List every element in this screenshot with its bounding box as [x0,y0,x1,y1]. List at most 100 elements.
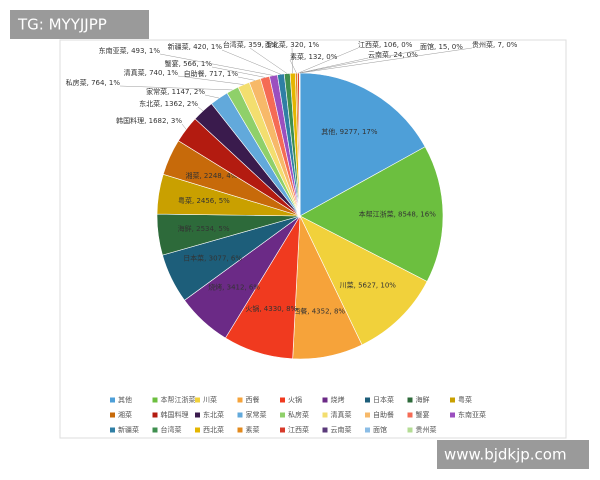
data-label: 粤菜, 2456, 5% [178,196,230,205]
legend-swatch [152,397,158,403]
legend-label: 湘菜 [118,410,132,419]
data-label: 新疆菜, 420, 1% [168,42,223,51]
legend-swatch [365,397,370,403]
leader-line [298,47,359,74]
legend-label: 台湾菜 [161,425,182,434]
pie-slice [299,146,444,282]
legend-swatch [195,397,200,403]
data-label: 家常菜, 1147, 2% [146,87,205,96]
legend-label: 自助餐 [373,410,394,419]
leader-line [177,75,244,85]
legend-label: 西北菜 [203,425,224,434]
legend-label: 韩国料理 [161,410,189,419]
data-label: 蟹宴, 566, 1% [165,59,213,68]
leader-line [181,123,187,130]
legend-swatch [322,412,328,418]
data-label: 面馆, 15, 0% [420,42,463,51]
legend-label: 西餐 [246,395,260,404]
leader-line [159,53,274,76]
leader-line [249,47,288,74]
legend-swatch [280,427,285,433]
data-label: 清真菜, 740, 1% [124,68,179,77]
legend-swatch [365,412,370,418]
legend-swatch [152,412,158,418]
data-label: 湘菜, 2248, 4% [185,171,237,180]
legend-label: 其他 [118,395,132,404]
data-label: 本帮江浙菜, 8548, 16% [359,210,437,219]
leader-line [204,94,220,99]
data-label: 东北菜, 1362, 2% [139,99,198,108]
legend-swatch [365,427,370,433]
legend-swatch [195,412,200,418]
legend-label: 粤菜 [458,395,472,404]
leader-line [291,47,293,74]
legend-swatch [237,397,243,403]
leader-line [237,76,255,81]
legend-swatch [322,397,328,403]
legend-label: 火锅 [288,395,302,404]
legend-label: 本帮江浙菜 [161,395,196,404]
leader-line [211,66,265,78]
legend-swatch [407,412,413,418]
data-label: 东南亚菜, 493, 1% [99,46,161,55]
leader-line [197,106,204,112]
data-label: 云南菜, 24, 0% [368,50,418,59]
legend-swatch [195,427,200,433]
data-label: 私房菜, 764, 1% [66,78,121,87]
data-label: 自助餐, 717, 1% [184,69,239,78]
legend-swatch [110,427,115,433]
leader-line [299,49,421,74]
data-label: 贵州菜, 7, 0% [472,40,518,49]
legend-label: 川菜 [203,395,217,404]
leader-line [221,49,281,75]
legend-swatch [322,427,328,433]
legend-label: 贵州菜 [416,425,437,434]
legend-label: 蟹宴 [416,410,430,419]
legend-swatch [110,412,115,418]
legend-swatch [280,397,285,403]
legend-swatch [280,412,285,418]
legend-label: 烧烤 [331,395,345,404]
legend-label: 面馆 [373,425,387,434]
data-label: 江西菜, 106, 0% [358,40,413,49]
legend-label: 素菜 [246,425,260,434]
legend-label: 东南亚菜 [458,410,486,419]
data-label: 日本菜, 3077, 6% [183,254,242,263]
legend-label: 日本菜 [373,395,394,404]
data-label: 川菜, 5627, 10% [340,281,397,290]
legend-label: 江西菜 [288,425,309,434]
legend-swatch [152,427,158,433]
pie-slice [299,72,426,217]
legend-swatch [110,397,115,403]
leader-line [299,57,369,74]
watermark-box [10,10,149,39]
data-label: 素菜, 132, 0% [290,52,338,61]
data-label: 海鲜, 2534, 5% [178,224,230,233]
data-label: 韩国料理, 1682, 3% [116,116,182,125]
legend-label: 东北菜 [203,410,224,419]
watermark: TG: MYYJJPP [17,16,107,34]
legend-swatch [450,397,455,403]
data-label: 台湾菜, 359, 1% [223,40,278,49]
legend-swatch [407,427,413,433]
legend-swatch [450,412,455,418]
legend-label: 云南菜 [331,425,352,434]
legend-swatch [237,412,243,418]
leader-line [289,59,297,74]
legend-swatch [407,397,413,403]
watermark-box [437,440,589,469]
leader-line [119,85,233,91]
data-label: 西北菜, 320, 1% [265,40,320,49]
legend-label: 海鲜 [416,395,430,404]
legend-label: 私房菜 [288,410,309,419]
data-label: 火锅, 4330, 8% [245,304,297,313]
data-label: 其他, 9277, 17% [321,127,378,136]
legend-swatch [237,427,243,433]
pie-slice [299,215,428,346]
data-label: 西餐, 4352, 8% [293,306,345,315]
legend-label: 家常菜 [246,410,267,419]
legend-label: 清真菜 [331,410,352,419]
leader-line [299,47,473,74]
data-label: 烧烤, 3412, 6% [208,283,260,292]
